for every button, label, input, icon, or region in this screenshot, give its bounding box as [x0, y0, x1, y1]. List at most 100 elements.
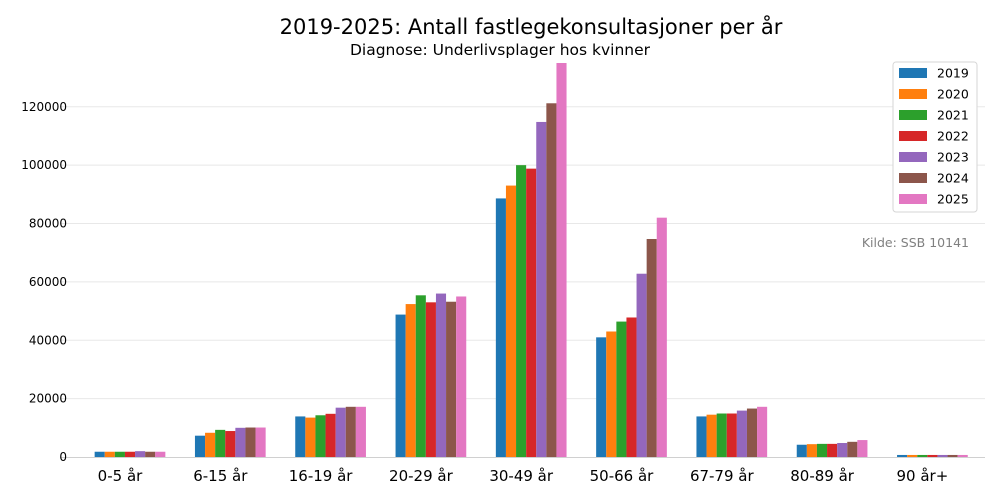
bar-2024-5 [646, 238, 657, 457]
bar-2024-1 [245, 427, 256, 457]
bar-2024-2 [345, 406, 356, 457]
bar-2019-6 [696, 416, 707, 457]
bar-2019-4 [495, 198, 506, 458]
source-note: Kilde: SSB 10141 [862, 235, 969, 250]
bar-2025-1 [255, 427, 266, 457]
bar-2022-3 [425, 302, 436, 457]
bar-2022-1 [225, 431, 236, 457]
bar-2019-5 [596, 337, 607, 457]
chart-title: 2019-2025: Antall fastlegekonsultasjoner… [280, 14, 783, 39]
x-tick-label: 30-49 år [489, 467, 554, 485]
bar-2022-4 [526, 168, 537, 457]
x-tick-label: 6-15 år [193, 467, 248, 485]
legend-swatch-2020 [899, 89, 927, 99]
x-tick-label: 0-5 år [98, 467, 143, 485]
y-tick-label: 100000 [21, 158, 67, 172]
bar-2025-8 [957, 454, 968, 457]
bar-2023-6 [736, 410, 747, 457]
bar-2024-8 [947, 454, 958, 457]
bar-2022-8 [927, 454, 938, 457]
bar-2024-0 [145, 451, 156, 457]
legend-swatch-2022 [899, 131, 927, 141]
bar-2023-8 [937, 454, 948, 457]
bar-2022-6 [726, 413, 737, 457]
y-tick-label: 120000 [21, 100, 67, 114]
x-tick-labels: 0-5 år 6-15 år 16-19 år 20-29 år 30-49 år 50-… [98, 467, 949, 485]
y-tick-label: 0 [59, 450, 67, 464]
y-tick-label: 60000 [29, 275, 67, 289]
legend-swatch-2019 [899, 68, 927, 78]
legend-swatch-2024 [899, 173, 927, 183]
legend-label-2023: 2023 [937, 150, 969, 165]
y-tick-label: 20000 [29, 392, 67, 406]
x-tick-label: 16-19 år [289, 467, 354, 485]
bar-2023-0 [135, 451, 146, 457]
bar-2020-1 [205, 432, 216, 457]
y-tick-label: 80000 [29, 217, 67, 231]
bar-2021-5 [616, 321, 627, 457]
bars-layer [94, 63, 968, 458]
bar-2020-7 [806, 444, 817, 457]
bar-2023-7 [837, 442, 848, 457]
legend: 2019 2020 2021 2022 2023 2024 2025 [892, 61, 978, 213]
chart-subtitle: Diagnose: Underlivsplager hos kvinner [350, 41, 651, 59]
bar-2021-0 [114, 451, 125, 457]
bar-2020-4 [505, 185, 517, 457]
bar-2024-6 [746, 408, 758, 457]
bar-2025-4 [556, 63, 567, 457]
bar-2024-7 [847, 441, 858, 457]
x-tick-label: 90 år+ [897, 467, 949, 485]
bar-2023-3 [435, 293, 447, 457]
y-tick-label: 40000 [29, 333, 67, 347]
legend-label-2019: 2019 [937, 66, 969, 81]
legend-swatch-2023 [899, 152, 927, 162]
bar-2019-2 [295, 416, 306, 457]
legend-label-2025: 2025 [937, 192, 969, 207]
bar-2019-3 [395, 314, 406, 457]
bar-2021-1 [215, 429, 226, 457]
bar-2023-2 [335, 407, 346, 457]
legend-label-2022: 2022 [937, 129, 969, 144]
bar-2022-2 [325, 413, 336, 457]
bar-2023-5 [636, 273, 647, 457]
bar-2020-2 [305, 417, 316, 457]
bar-2020-6 [706, 414, 717, 457]
y-tick-labels: 0 20000 40000 60000 80000 100000 120000 [21, 100, 67, 464]
bar-2020-8 [907, 454, 918, 457]
legend-label-2020: 2020 [937, 87, 969, 102]
bar-2025-6 [757, 406, 768, 457]
bar-2025-5 [656, 217, 667, 457]
legend-items: 2019 2020 2021 2022 2023 2024 2025 [899, 66, 969, 207]
bar-2025-2 [355, 406, 366, 457]
bar-2021-4 [516, 165, 527, 457]
bar-2019-7 [796, 444, 807, 457]
bar-2021-8 [917, 454, 928, 457]
bar-2020-3 [405, 304, 416, 457]
legend-label-2024: 2024 [937, 171, 969, 186]
bar-2025-0 [155, 451, 166, 457]
bar-2024-3 [446, 301, 457, 457]
bar-2019-1 [194, 435, 206, 457]
x-tick-label: 80-89 år [790, 467, 855, 485]
bar-2019-8 [897, 454, 908, 457]
bar-2022-5 [626, 317, 637, 457]
x-tick-label: 67-79 år [690, 467, 755, 485]
bar-2021-2 [315, 415, 326, 457]
bar-2023-1 [235, 427, 246, 457]
legend-swatch-2021 [899, 110, 927, 120]
legend-label-2021: 2021 [937, 108, 969, 123]
bar-2019-0 [94, 451, 105, 457]
bar-2021-7 [816, 443, 828, 457]
bar-2020-5 [606, 331, 617, 457]
bar-2025-3 [456, 296, 467, 457]
bar-2023-4 [536, 121, 547, 457]
bar-2024-4 [546, 103, 557, 457]
x-tick-label: 50-66 år [590, 467, 655, 485]
bar-2025-7 [857, 440, 868, 457]
x-tick-label: 20-29 år [389, 467, 454, 485]
bar-2020-0 [104, 451, 115, 457]
bar-2021-6 [716, 413, 727, 457]
bar-2022-0 [124, 451, 136, 457]
